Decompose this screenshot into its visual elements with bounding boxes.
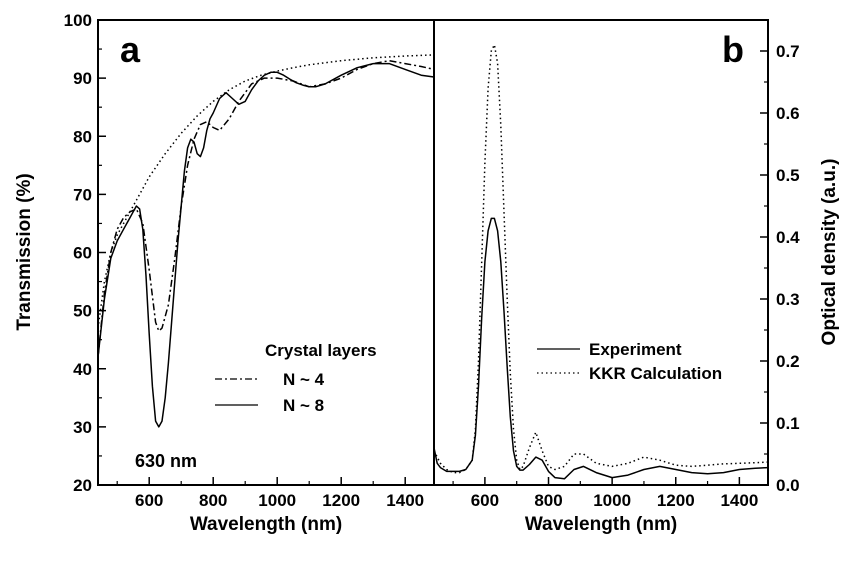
panel-a-y-tick-label: 90 — [73, 69, 92, 88]
panel-a-x-tick-label: 1200 — [322, 491, 360, 510]
panel-b-y-axis: 0.0 0.1 0.2 0.3 0.4 0.5 0.6 0.7 — [760, 42, 800, 495]
peak-wavelength-annotation: 630 nm — [135, 451, 197, 471]
panel-b-y-tick-label: 0.4 — [776, 228, 800, 247]
panel-a-x-tick-label: 1400 — [386, 491, 424, 510]
panel-b-x-axis: 600 800 1000 1200 1400 — [452, 477, 758, 510]
panel-a-series-line-n-4 — [97, 59, 435, 358]
panel-a-transmission-chart: 600 800 1000 1200 1400 20 30 40 50 60 70 80 90 100 a… — [14, 11, 435, 535]
panel-a-y-tick-label: 70 — [73, 185, 92, 204]
panel-a-x-tick-label: 800 — [199, 491, 227, 510]
panel-b-x-tick-label: 1400 — [720, 491, 758, 510]
panel-b-y-tick-label: 0.7 — [776, 42, 800, 61]
panel-a-x-tick-label: 600 — [135, 491, 163, 510]
panel-a-x-axis-title: Wavelength (nm) — [190, 514, 342, 535]
panel-b-y-tick-label: 0.5 — [776, 166, 800, 185]
panel-b-y-tick-label: 0.3 — [776, 290, 800, 309]
panel-b-y-tick-label: 0.2 — [776, 352, 800, 371]
panel-b-letter: b — [722, 29, 744, 70]
panel-a-x-axis: 600 800 1000 1200 1400 — [116, 477, 424, 510]
panel-b-legend: Experiment KKR Calculation — [537, 340, 722, 383]
panel-a-series-line-n-8 — [97, 62, 435, 428]
panel-b-y-tick-label: 0.6 — [776, 104, 800, 123]
panel-b-plot-frame — [433, 19, 769, 486]
panel-a-y-tick-label: 40 — [73, 360, 92, 379]
panel-b-y-axis-title: Optical density (a.u.) — [819, 159, 840, 346]
panel-a-y-axis-title: Transmission (%) — [14, 173, 35, 330]
panel-a-series-group — [97, 54, 435, 428]
panel-a-y-tick-label: 100 — [64, 11, 92, 30]
panel-b-legend-label-kkr: KKR Calculation — [589, 364, 722, 383]
panel-a-y-axis: 20 30 40 50 60 70 80 90 100 — [64, 11, 106, 495]
panel-a-legend-title: Crystal layers — [265, 341, 377, 360]
panel-a-letter: a — [120, 29, 141, 70]
panel-a-y-tick-label: 20 — [73, 476, 92, 495]
panel-a-x-tick-label: 1000 — [258, 491, 296, 510]
panel-b-optical-density-chart: 600 800 1000 1200 1400 0.0 0.1 0.2 0.3 0.4 0.5 0.6… — [433, 19, 840, 535]
panel-b-x-tick-label: 1200 — [657, 491, 695, 510]
panel-a-y-tick-label: 60 — [73, 244, 92, 263]
panel-b-y-tick-label: 0.0 — [776, 476, 800, 495]
panel-a-y-tick-label: 30 — [73, 418, 92, 437]
panel-b-x-tick-label: 800 — [534, 491, 562, 510]
panel-a-series-line-reference-dotted — [97, 54, 435, 329]
panel-b-y-tick-label: 0.1 — [776, 414, 800, 433]
panel-a-legend: Crystal layers N ~ 4 N ~ 8 — [215, 341, 377, 415]
panel-b-series-group — [433, 44, 769, 480]
panel-a-plot-frame — [97, 19, 435, 486]
panel-a-y-tick-label: 50 — [73, 302, 92, 321]
panel-b-x-tick-label: 1000 — [593, 491, 631, 510]
panel-a-y-tick-label: 80 — [73, 127, 92, 146]
panel-b-x-axis-title: Wavelength (nm) — [525, 514, 677, 535]
panel-b-x-tick-label: 600 — [471, 491, 499, 510]
panel-b-series-line-kkr-calculation — [433, 44, 769, 474]
panel-b-legend-label-experiment: Experiment — [589, 340, 682, 359]
panel-a-legend-label-n4: N ~ 4 — [283, 370, 325, 389]
panel-a-legend-label-n8: N ~ 8 — [283, 396, 324, 415]
